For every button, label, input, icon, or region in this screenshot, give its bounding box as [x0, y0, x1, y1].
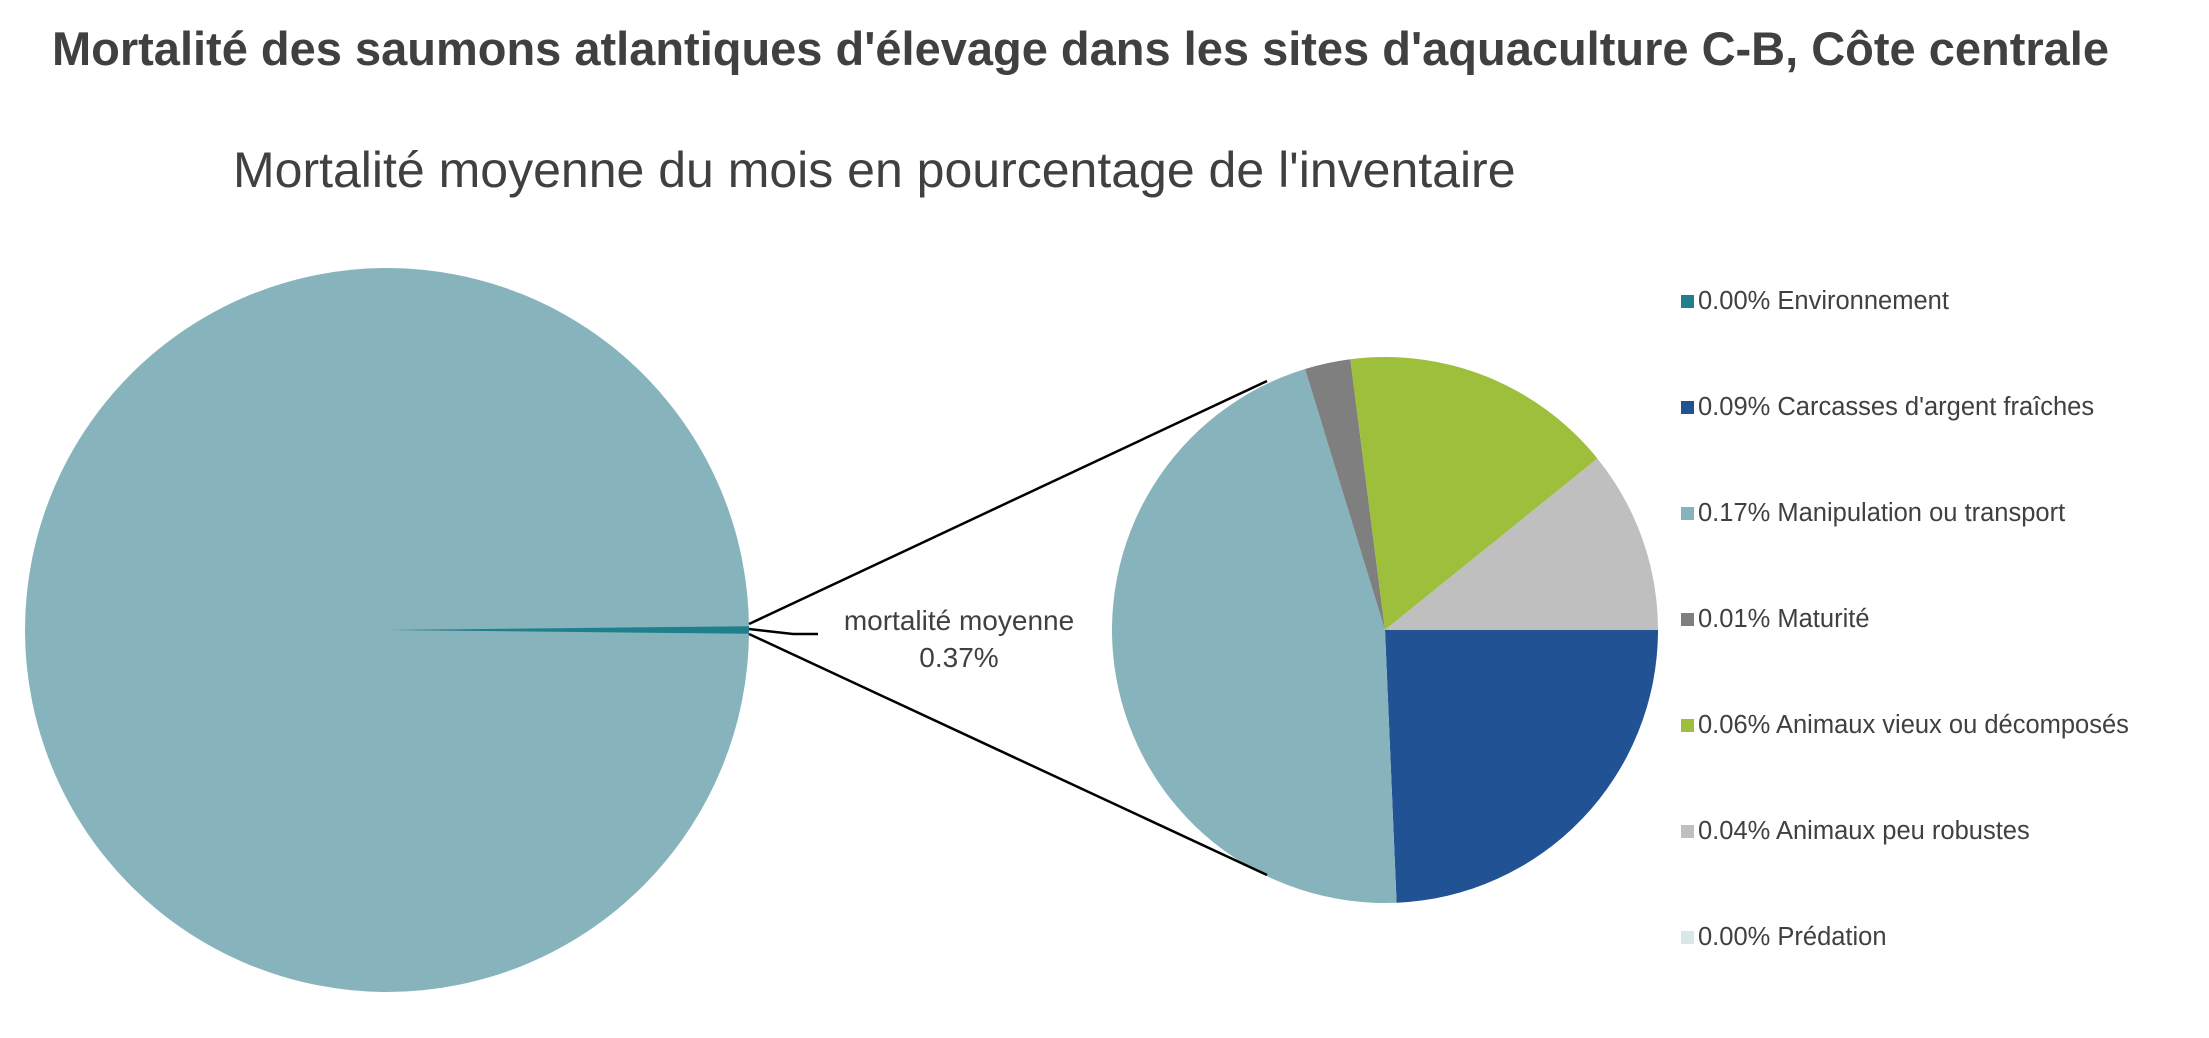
legend-label: 0.06% Animaux vieux ou décomposés — [1698, 711, 2129, 739]
legend-label: 0.17% Manipulation ou transport — [1698, 499, 2066, 527]
connector-line-top — [748, 379, 1268, 626]
chart-subtitle: Mortalité moyenne du mois en pourcentage… — [233, 142, 1516, 198]
center-label-value: 0.37% — [919, 642, 998, 673]
legend-label: 0.04% Animaux peu robustes — [1698, 817, 2030, 845]
legend-swatch — [1681, 719, 1694, 732]
label-leader-line — [748, 627, 818, 636]
legend-label: 0.01% Maturité — [1698, 605, 1870, 633]
secondary-pie-slice — [1111, 368, 1397, 903]
legend-item: 0.06% Animaux vieux ou décomposés — [1681, 711, 2129, 740]
legend-swatch — [1681, 931, 1694, 944]
legend-swatch — [1681, 825, 1694, 838]
legend-item: 0.01% Maturité — [1681, 605, 1870, 634]
secondary-pie-slice — [1350, 357, 1598, 630]
legend-label: 0.09% Carcasses d'argent fraîches — [1698, 393, 2095, 421]
center-label-name: mortalité moyenne — [844, 605, 1074, 636]
secondary-pie-slice — [1385, 630, 1658, 903]
secondary-pie-slice — [1385, 458, 1658, 630]
legend-item: 0.09% Carcasses d'argent fraîches — [1681, 393, 2094, 422]
legend-item: 0.00% Environnement — [1681, 287, 1949, 316]
main-pie-highlight-slice — [387, 626, 749, 634]
legend-swatch — [1681, 507, 1694, 520]
connector-line-bottom — [748, 632, 1268, 877]
legend-label: 0.00% Environnement — [1698, 287, 1949, 315]
legend-item: 0.17% Manipulation ou transport — [1681, 499, 2065, 528]
legend-swatch — [1681, 401, 1694, 414]
legend-label: 0.00% Prédation — [1698, 923, 1887, 951]
legend-swatch — [1681, 295, 1694, 308]
legend-item: 0.04% Animaux peu robustes — [1681, 817, 2030, 846]
legend-item: 0.00% Prédation — [1681, 923, 1887, 952]
legend-swatch — [1681, 613, 1694, 626]
secondary-pie-slice — [1305, 359, 1385, 630]
chart-title: Mortalité des saumons atlantiques d'élev… — [52, 22, 2110, 75]
